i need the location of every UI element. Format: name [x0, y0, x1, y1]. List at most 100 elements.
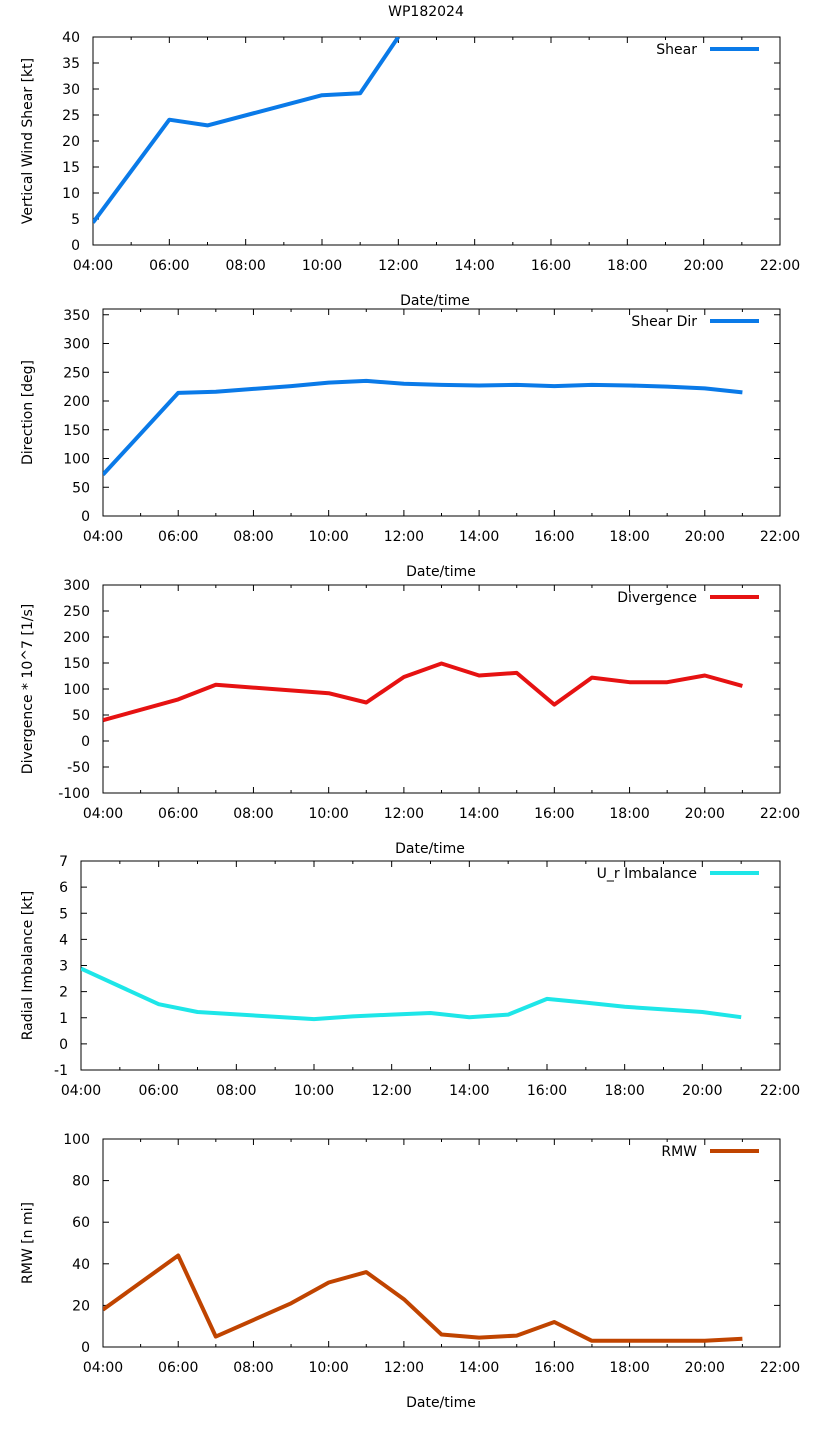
- y-tick-label: 200: [63, 630, 90, 646]
- x-tick-label: 14:00: [454, 258, 494, 274]
- legend-label: U_r Imbalance: [597, 866, 697, 882]
- x-tick-label: 12:00: [371, 1083, 411, 1099]
- series-line-u-r-imbalance: [81, 966, 742, 1022]
- x-tick-label: 22:00: [760, 258, 800, 274]
- y-tick-label: 1: [59, 1011, 68, 1027]
- x-tick-label: 18:00: [609, 529, 649, 545]
- x-tick-label: 20:00: [683, 258, 723, 274]
- y-axis-label: Vertical Wind Shear [kt]: [20, 58, 36, 224]
- x-tick-label: 06:00: [138, 1083, 178, 1099]
- plot-frame: [80, 860, 781, 1071]
- x-tick-label: 22:00: [760, 806, 800, 822]
- x-tick-label: 06:00: [158, 1360, 198, 1376]
- x-tick-label: 04:00: [61, 1083, 101, 1099]
- x-tick-label: 08:00: [225, 258, 265, 274]
- x-tick-label: 18:00: [604, 1083, 644, 1099]
- y-tick-label: 20: [72, 1298, 90, 1314]
- plot-frame: [92, 36, 781, 246]
- x-axis-label: Date/time: [406, 564, 476, 580]
- x-tick-label: 20:00: [685, 529, 725, 545]
- y-tick-label: 0: [81, 1340, 90, 1356]
- x-tick-label: 18:00: [607, 258, 647, 274]
- x-tick-label: 08:00: [233, 1360, 273, 1376]
- y-tick-label: 0: [59, 1037, 68, 1053]
- y-tick-label: 60: [72, 1215, 90, 1231]
- y-tick-label: 30: [62, 82, 80, 98]
- x-tick-label: 16:00: [534, 1360, 574, 1376]
- y-tick-label: 80: [72, 1174, 90, 1190]
- x-tick-label: 14:00: [449, 1083, 489, 1099]
- y-tick-label: 0: [81, 509, 90, 525]
- y-tick-label: 3: [59, 959, 68, 975]
- y-tick-label: 150: [63, 656, 90, 672]
- y-tick-label: 4: [59, 932, 68, 948]
- x-tick-label: 04:00: [83, 529, 123, 545]
- y-axis-label: Divergence * 10^7 [1/s]: [20, 604, 36, 774]
- x-tick-label: 16:00: [531, 258, 571, 274]
- y-tick-label: 300: [63, 337, 90, 353]
- y-tick-label: 2: [59, 985, 68, 1001]
- y-axis-label: Direction [deg]: [20, 360, 36, 465]
- chart-3: -100 -50 0 50 100 150 200 250 300 04:00 06:00 08:00…: [20, 564, 800, 822]
- x-tick-label: 18:00: [609, 1360, 649, 1376]
- y-tick-label: 350: [63, 308, 90, 324]
- x-tick-label: 10:00: [308, 806, 348, 822]
- y-tick-label: 50: [72, 708, 90, 724]
- x-tick-label: 16:00: [534, 806, 574, 822]
- y-tick-label: 35: [62, 56, 80, 72]
- y-tick-label: 40: [72, 1257, 90, 1273]
- x-axis-label: Date/time: [406, 1395, 476, 1411]
- x-tick-label: 18:00: [609, 806, 649, 822]
- chart-1: 0 5 10 15 20 25 30 35 40 04:00 06:00 08:00 10:00 12:0…: [20, 30, 800, 274]
- x-tick-label: 06:00: [158, 529, 198, 545]
- series-line-rmw: [103, 1253, 743, 1343]
- y-tick-label: 150: [63, 423, 90, 439]
- x-tick-label: 16:00: [534, 529, 574, 545]
- chart-5: 0 20 40 60 80 100 04:00 06:00 08:00 10:00 12:00 14:…: [20, 1132, 800, 1411]
- y-axis-label: RMW [n mi]: [20, 1202, 36, 1284]
- series-line-shear-dir: [103, 378, 743, 476]
- y-tick-label: 100: [63, 1132, 90, 1148]
- chart-2: 0 50 100 150 200 250 300 350 04:00 06:00 08:00 10:0…: [20, 293, 800, 545]
- y-tick-label: 100: [63, 452, 90, 468]
- y-tick-label: 5: [71, 212, 80, 228]
- x-tick-label: 04:00: [73, 258, 113, 274]
- y-axis-label: Radial Imbalance [kt]: [20, 891, 36, 1041]
- x-tick-label: 12:00: [378, 258, 418, 274]
- y-tick-label: 250: [63, 604, 90, 620]
- x-tick-label: 10:00: [308, 529, 348, 545]
- y-tick-label: 100: [63, 682, 90, 698]
- x-tick-label: 04:00: [83, 806, 123, 822]
- x-tick-label: 12:00: [384, 806, 424, 822]
- x-tick-label: 22:00: [760, 1360, 800, 1376]
- y-tick-label: 5: [59, 906, 68, 922]
- y-tick-label: 25: [62, 108, 80, 124]
- y-tick-label: 200: [63, 394, 90, 410]
- legend-label: RMW: [661, 1144, 697, 1160]
- x-tick-label: 04:00: [83, 1360, 123, 1376]
- y-tick-label: 0: [81, 734, 90, 750]
- y-tick-label: -1: [54, 1063, 68, 1079]
- x-axis-label: Date/time: [395, 841, 465, 857]
- y-tick-label: 7: [59, 854, 68, 870]
- x-tick-label: 16:00: [527, 1083, 567, 1099]
- y-tick-label: 6: [59, 880, 68, 896]
- y-tick-label: 10: [62, 186, 80, 202]
- y-tick-label: 15: [62, 160, 80, 176]
- x-tick-label: 10:00: [294, 1083, 334, 1099]
- x-tick-label: 20:00: [682, 1083, 722, 1099]
- y-tick-label: 300: [63, 578, 90, 594]
- plot-frame: [102, 308, 781, 517]
- y-tick-label: -50: [67, 760, 90, 776]
- x-tick-label: 06:00: [149, 258, 189, 274]
- x-tick-label: 08:00: [233, 806, 273, 822]
- legend-label: Shear Dir: [631, 314, 697, 330]
- y-tick-label: 250: [63, 365, 90, 381]
- x-tick-label: 10:00: [308, 1360, 348, 1376]
- figure-title: WP182024: [388, 4, 464, 20]
- series-line-divergence: [103, 661, 743, 723]
- x-tick-label: 14:00: [459, 1360, 499, 1376]
- y-tick-label: 20: [62, 134, 80, 150]
- y-tick-label: 0: [71, 238, 80, 254]
